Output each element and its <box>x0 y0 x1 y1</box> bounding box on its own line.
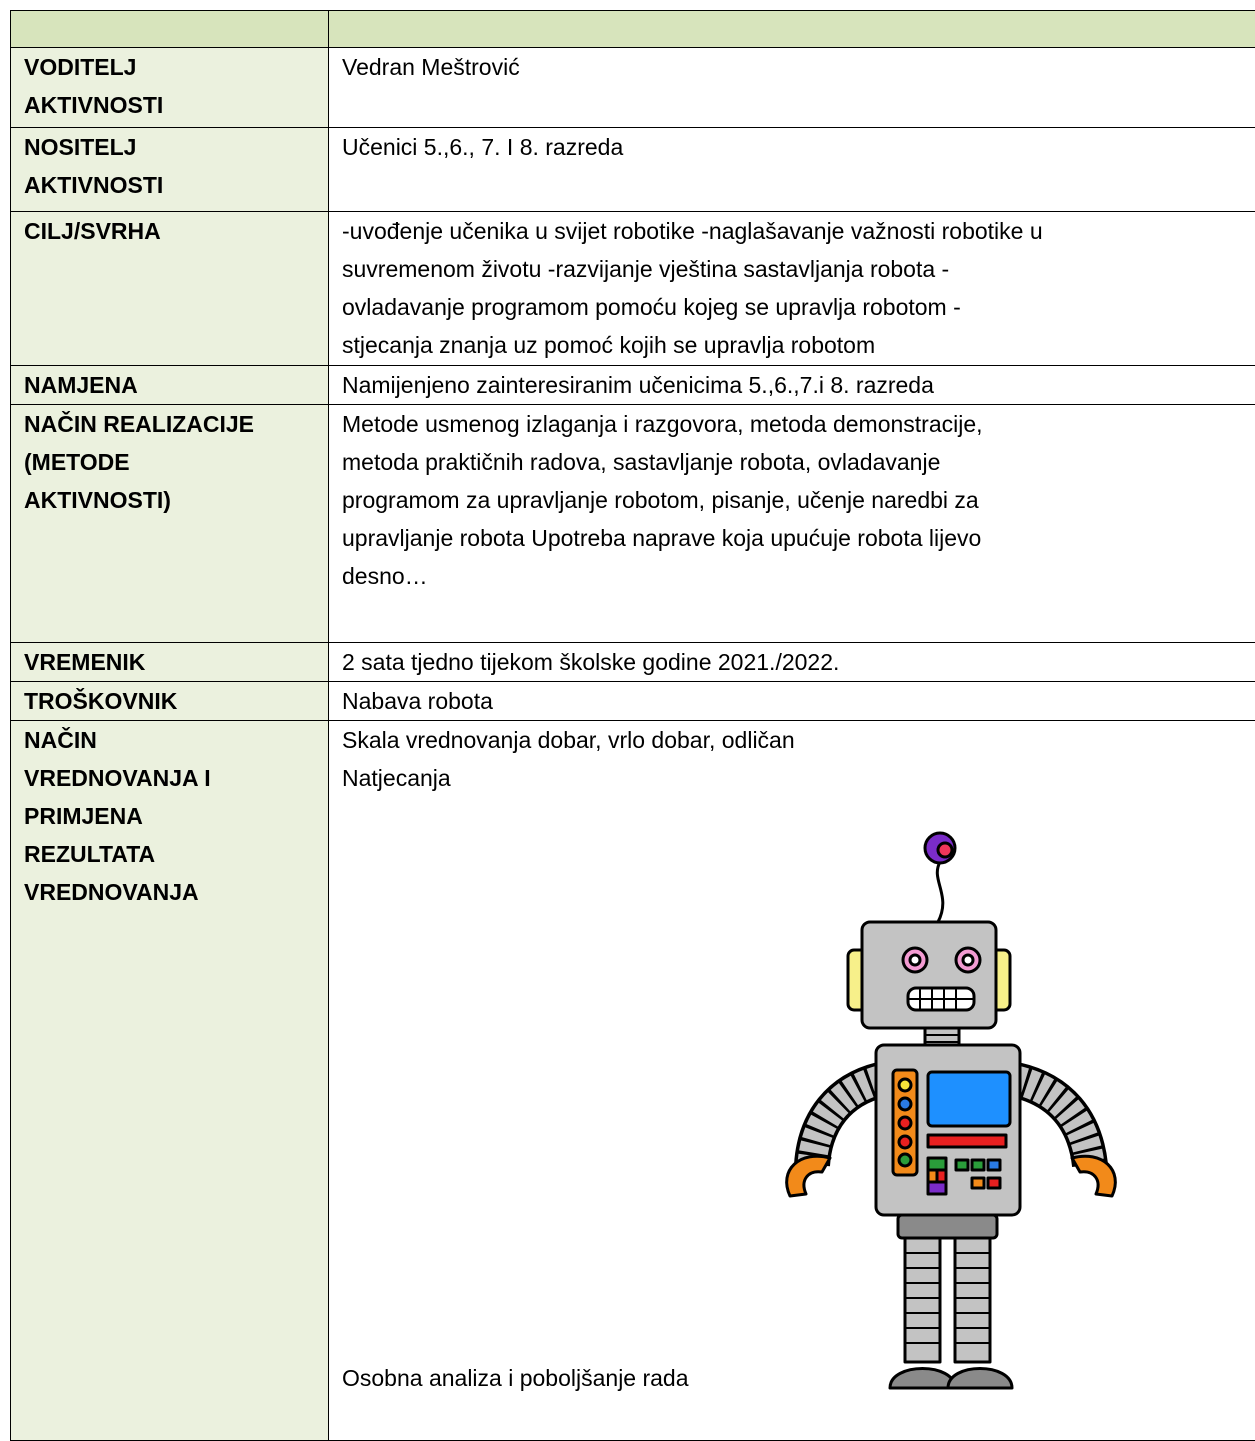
content-cell: 2 sata tjedno tijekom školske godine 202… <box>329 643 1255 682</box>
content-text: programom za upravljanje robotom, pisanj… <box>342 481 1255 519</box>
content-text: Natjecanja <box>342 759 1255 797</box>
content-text: suvremenom životu -razvijanje vještina s… <box>342 250 1255 288</box>
content-cell: Namijenjeno zainteresiranim učenicima 5.… <box>329 366 1255 405</box>
content-cell: Metode usmenog izlaganja i razgovora, me… <box>329 405 1255 643</box>
content-cell: Nabava robota <box>329 682 1255 721</box>
content-cell: Učenici 5.,6., 7. I 8. razreda <box>329 128 1255 212</box>
content-text: metoda praktičnih radova, sastavljanje r… <box>342 443 1255 481</box>
label-text: NAČIN REALIZACIJE <box>24 405 315 443</box>
content-text: 2 sata tjedno tijekom školske godine 202… <box>342 643 1255 681</box>
header-row <box>11 11 1255 48</box>
table-row: VREMENIK 2 sata tjedno tijekom školske go… <box>11 643 1255 682</box>
robot-illustration <box>770 820 1130 1396</box>
content-cell: -uvođenje učenika u svijet robotike -nag… <box>329 212 1255 366</box>
content-cell: Vedran Meštrović <box>329 48 1255 128</box>
label-text: PRIMJENA <box>24 797 315 835</box>
label-cell: VREMENIK <box>11 643 329 682</box>
content-footer: Osobna analiza i poboljšanje rada <box>342 1359 689 1397</box>
label-text: AKTIVNOSTI <box>24 86 315 124</box>
content-text: Namijenjeno zainteresiranim učenicima 5.… <box>342 366 1255 404</box>
label-text: (METODE <box>24 443 315 481</box>
content-text: Metode usmenog izlaganja i razgovora, me… <box>342 405 1255 443</box>
page: {"table": {"rows": [ {"label": ["VODITEL… <box>0 0 1255 1396</box>
table-row: NAMJENA Namijenjeno zainteresiranim učeni… <box>11 366 1255 405</box>
label-cell: TROŠKOVNIK <box>11 682 329 721</box>
label-text: CILJ/SVRHA <box>24 212 315 250</box>
header-cell <box>329 11 1255 48</box>
content-text: upravljanje robota Upotreba naprave koja… <box>342 519 1255 557</box>
content-text: Vedran Meštrović <box>342 48 1255 86</box>
label-cell: NAMJENA <box>11 366 329 405</box>
label-text: NOSITELJ <box>24 128 315 166</box>
content-text: Učenici 5.,6., 7. I 8. razreda <box>342 128 1255 166</box>
content-text: desno… <box>342 557 1255 595</box>
label-text: VREDNOVANJA <box>24 873 315 911</box>
label-text: NAČIN <box>24 721 315 759</box>
table-row: TROŠKOVNIK Nabava robota <box>11 682 1255 721</box>
label-text: VREMENIK <box>24 643 315 681</box>
label-text: VREDNOVANJA I <box>24 759 315 797</box>
label-cell: CILJ/SVRHA <box>11 212 329 366</box>
content-text: Skala vrednovanja dobar, vrlo dobar, odl… <box>342 721 1255 759</box>
content-text: Nabava robota <box>342 682 1255 720</box>
content-text: ovladavanje programom pomoću kojeg se up… <box>342 288 1255 326</box>
content-text: -uvođenje učenika u svijet robotike -nag… <box>342 212 1255 250</box>
header-cell <box>11 11 329 48</box>
label-text: TROŠKOVNIK <box>24 682 315 720</box>
label-text: AKTIVNOSTI <box>24 166 315 204</box>
label-text: VODITELJ <box>24 48 315 86</box>
table-row: CILJ/SVRHA -uvođenje učenika u svijet rob… <box>11 212 1255 366</box>
content-text: stjecanja znanja uz pomoć kojih se uprav… <box>342 326 1255 364</box>
label-text: NAMJENA <box>24 366 315 404</box>
label-text: AKTIVNOSTI) <box>24 481 315 519</box>
label-text: REZULTATA <box>24 835 315 873</box>
